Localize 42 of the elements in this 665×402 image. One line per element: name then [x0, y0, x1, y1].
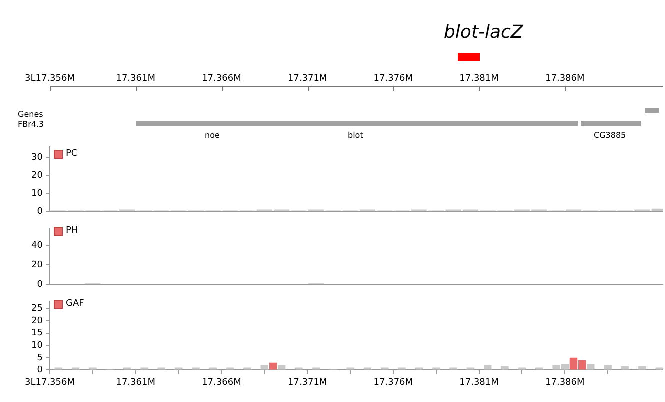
x-tick-label: 17.386M: [545, 378, 585, 388]
x2-tick-label: 17.381M: [460, 74, 499, 84]
y-tick-label: 30: [32, 153, 44, 164]
legend-label: GAF: [66, 299, 84, 309]
y-tick-label: 5: [37, 353, 43, 364]
bar: [638, 366, 646, 370]
x-tick-label: 17.381M: [460, 378, 499, 388]
text: PC: [66, 149, 78, 159]
x2-tick-label: 17.376M: [374, 74, 414, 84]
y-tick-label: 0: [37, 366, 44, 376]
x2-tick-label: 3L17.356M: [25, 74, 75, 84]
bar: [501, 366, 509, 370]
text: blot-lacZ: [444, 22, 524, 43]
x-tick-label: 17.371M: [288, 378, 328, 388]
text: Genes: [18, 110, 44, 119]
y-tick-label: 20: [32, 260, 44, 271]
text: noe: [205, 131, 220, 140]
bar: [587, 364, 595, 370]
x2-tick-label: 17.366M: [202, 74, 242, 84]
y-tick-label: 15: [32, 328, 43, 339]
bar: [604, 365, 612, 370]
y-tick-label: 20: [32, 316, 44, 326]
y-tick-label: 20: [32, 171, 44, 182]
text: blot: [348, 131, 364, 140]
x-tick-label: 17.376M: [374, 378, 414, 388]
y-tick-label: 25: [32, 304, 43, 314]
y-tick-label: 0: [37, 206, 44, 217]
x2-tick-label: 17.386M: [545, 74, 585, 84]
x-tick-label: 17.366M: [202, 378, 242, 388]
y-tick-label: 0: [37, 280, 44, 290]
text: CG3885: [594, 131, 626, 140]
text: FBr4.3: [18, 120, 44, 129]
x-tick-label: 3L17.356M: [25, 378, 75, 388]
text: PH: [66, 226, 78, 236]
bar: [269, 362, 278, 370]
x-tick-label: 17.361M: [116, 378, 156, 388]
x2-tick-label: 17.371M: [288, 74, 328, 84]
y-tick-label: 10: [32, 189, 44, 199]
bar: [621, 366, 630, 370]
y-tick-label: 40: [32, 241, 44, 252]
x2-tick-label: 17.361M: [116, 74, 156, 84]
y-tick-label: 10: [32, 340, 44, 351]
